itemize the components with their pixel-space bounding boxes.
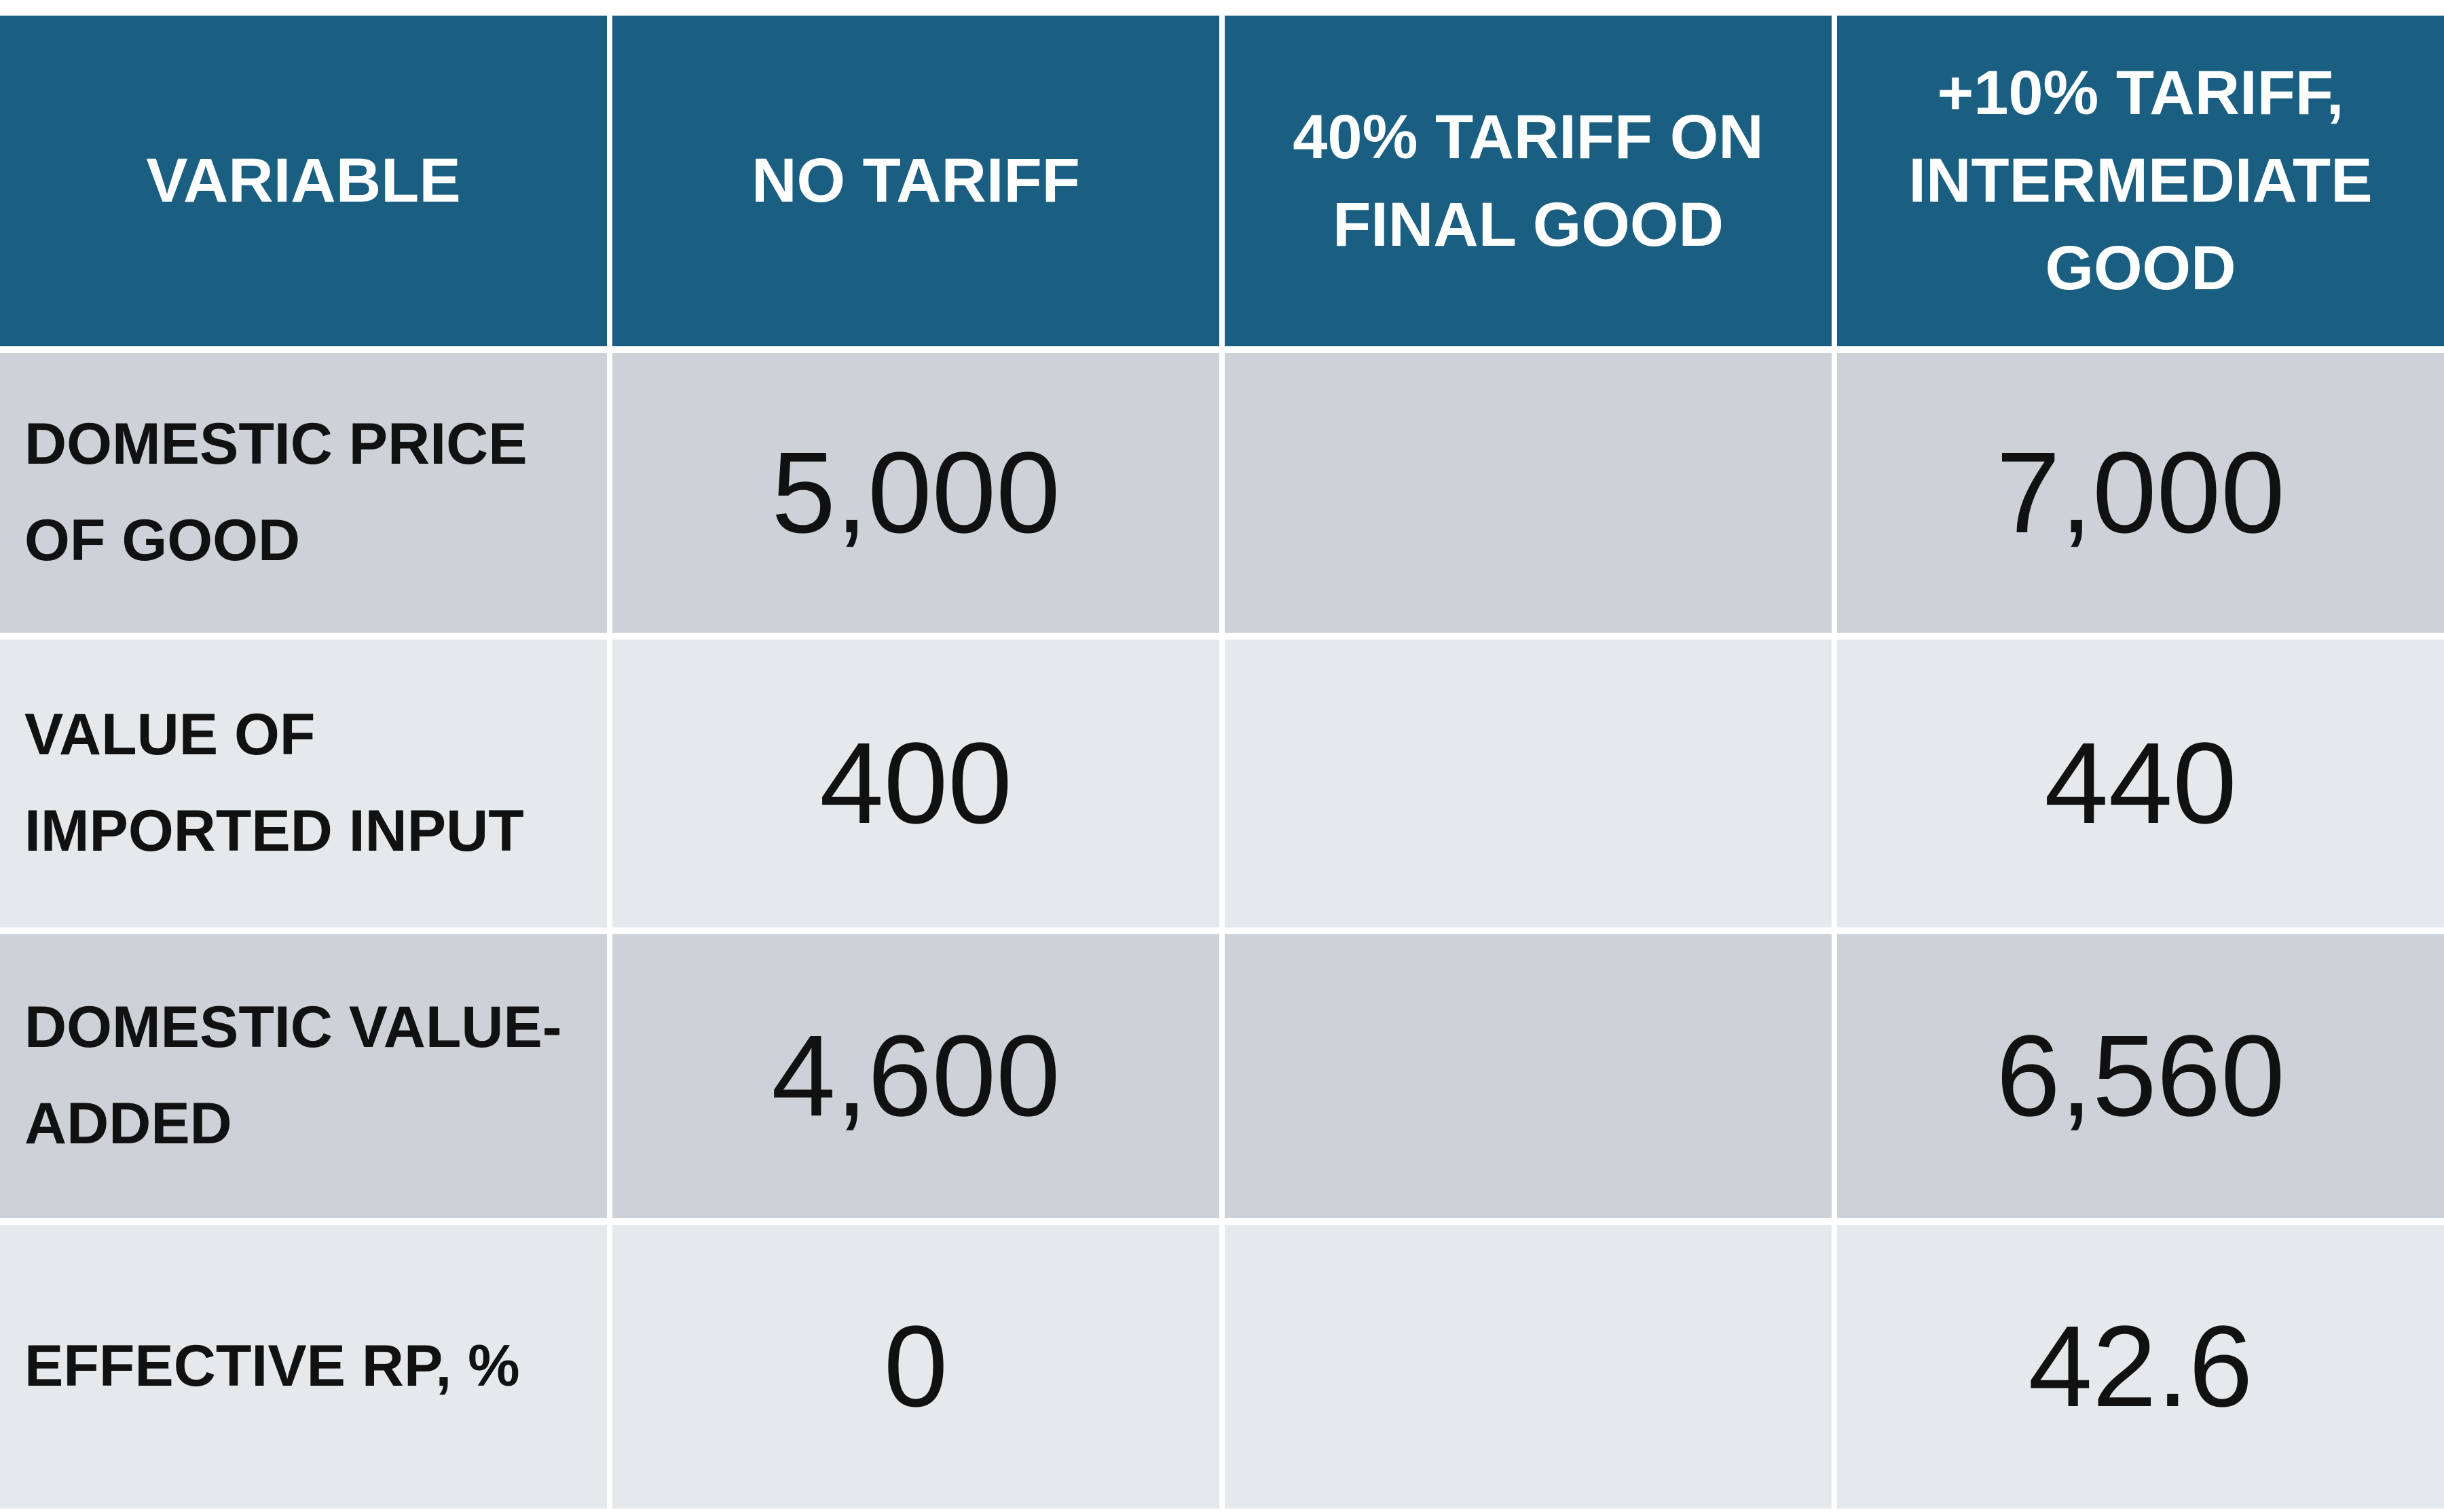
value-cell: 4,600 — [612, 934, 1219, 1218]
empty-cell — [1225, 353, 1832, 633]
row-label: DOMESTIC VALUE-ADDED — [0, 934, 607, 1218]
header-cell: +10% TARIFF, INTERMEDIATE GOOD — [1837, 16, 2444, 346]
header-cell: NO TARIFF — [612, 16, 1219, 346]
value-cell: 400 — [612, 640, 1219, 927]
value-cell: 5,000 — [612, 353, 1219, 633]
value-cell: 6,560 — [1837, 934, 2444, 1218]
empty-cell — [1225, 640, 1832, 927]
value-cell: 440 — [1837, 640, 2444, 927]
row-label: DOMESTIC PRICE OF GOOD — [0, 353, 607, 633]
empty-cell — [1225, 934, 1832, 1218]
table: VARIABLE NO TARIFF 40% TARIFF ON FINAL G… — [0, 16, 2444, 1509]
row-label: EFFECTIVE RP, % — [0, 1225, 607, 1509]
row-label: VALUE OF IMPORTED INPUT — [0, 640, 607, 927]
value-cell: 7,000 — [1837, 353, 2444, 633]
value-cell: 42.6 — [1837, 1225, 2444, 1509]
empty-cell — [1225, 1225, 1832, 1509]
header-cell: VARIABLE — [0, 16, 607, 346]
header-cell: 40% TARIFF ON FINAL GOOD — [1225, 16, 1832, 346]
value-cell: 0 — [612, 1225, 1219, 1509]
